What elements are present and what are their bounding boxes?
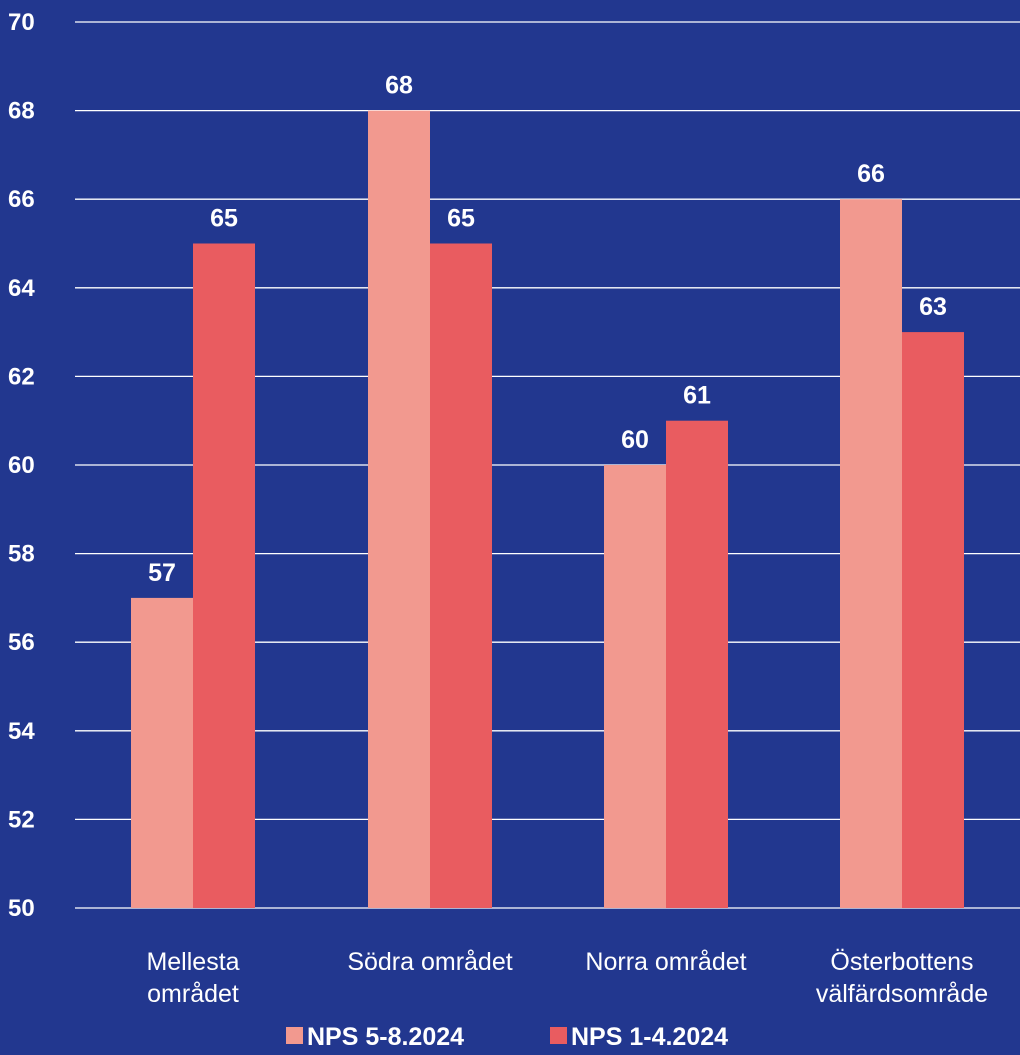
data-label: 61	[683, 382, 711, 410]
data-label: 68	[385, 72, 413, 100]
category-label: Mellesta	[146, 948, 239, 976]
bar	[604, 465, 666, 908]
data-labels: 57 68 60 66 65 65 61 63	[148, 72, 947, 587]
legend-swatch	[550, 1027, 567, 1044]
y-tick-label: 52	[8, 806, 35, 833]
data-label: 66	[857, 160, 885, 188]
y-tick-label: 50	[8, 895, 35, 922]
data-label: 57	[148, 559, 176, 587]
y-tick-label: 60	[8, 452, 35, 479]
bar	[368, 110, 430, 909]
legend: NPS 5-8.2024 NPS 1-4.2024	[286, 1023, 728, 1051]
x-axis-category-labels: Mellesta området Södra området Norra område…	[146, 948, 988, 1008]
category-label: området	[147, 980, 239, 1008]
legend-label: NPS 1-4.2024	[571, 1023, 728, 1051]
y-tick-label: 58	[8, 541, 35, 568]
category-label: Norra området	[585, 948, 746, 976]
y-tick-label: 56	[8, 629, 35, 656]
data-label: 60	[621, 426, 649, 454]
bars	[131, 110, 964, 909]
y-tick-label: 70	[8, 9, 35, 36]
y-tick-label: 68	[8, 98, 35, 125]
y-tick-label: 54	[8, 718, 35, 745]
bar	[430, 243, 492, 908]
y-tick-label: 62	[8, 363, 35, 390]
bar	[193, 243, 255, 908]
legend-label: NPS 5-8.2024	[307, 1023, 464, 1051]
y-tick-label: 66	[8, 186, 35, 213]
y-axis-tick-labels: 50 52 54 56 58 60 62 64 66 68 70	[8, 9, 35, 922]
bar	[840, 199, 902, 908]
category-label: välfärdsområde	[816, 980, 988, 1008]
category-label: Södra området	[347, 948, 512, 976]
legend-swatch	[286, 1027, 303, 1044]
data-label: 65	[210, 205, 238, 233]
data-label: 63	[919, 293, 947, 321]
data-label: 65	[447, 205, 475, 233]
bar	[666, 420, 728, 908]
bar	[902, 332, 964, 909]
bar	[131, 597, 193, 908]
y-tick-label: 64	[8, 275, 35, 302]
category-label: Österbottens	[830, 948, 973, 976]
